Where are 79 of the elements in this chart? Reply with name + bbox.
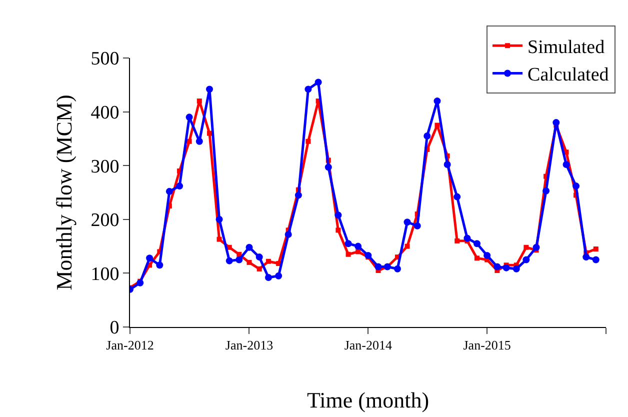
point [502,264,510,272]
point [542,187,550,194]
point [196,138,203,145]
point [264,274,272,281]
point [334,212,342,219]
y-tick-label: 0 [110,318,120,339]
point [284,230,292,238]
y-tick-label: 500 [90,48,120,70]
point [266,258,271,264]
point [256,254,263,261]
point [196,98,202,104]
point [306,138,311,144]
point [344,240,352,248]
x-tick-label: Jan-2013 [225,338,274,353]
point [346,252,351,257]
x-axis-title: Time (month) [306,388,430,412]
point [404,244,410,249]
point [156,262,164,269]
point [176,182,184,190]
point [454,238,460,244]
point [294,192,302,199]
point [494,263,501,270]
point [564,150,569,155]
point [454,193,461,200]
point [572,182,580,190]
point [562,161,570,168]
point [474,256,480,261]
point [592,256,600,264]
point [364,252,372,259]
point [354,242,362,250]
x-tick-label: Jan-2012 [106,338,154,353]
point [374,263,382,270]
point [246,244,253,251]
point [216,236,222,242]
point [524,244,529,250]
x-tick-label: Jan-2015 [463,338,511,353]
point [512,265,520,272]
point [336,228,341,233]
point [464,234,471,242]
point [186,138,192,144]
y-tick-label: 200 [90,210,120,232]
x-tick-label: Jan-2014 [344,338,392,353]
point [424,132,431,140]
point [484,252,491,259]
point [207,130,212,136]
y-axis-title: Monthly flow (MCM) [52,94,76,290]
point [444,161,451,168]
point [256,266,262,272]
point [522,256,530,264]
point [593,246,598,252]
point [136,279,144,286]
point [186,114,193,121]
y-tick-label: 300 [90,156,120,178]
point [552,119,560,126]
point [166,188,173,195]
point [414,222,421,230]
point [473,240,480,248]
point [304,86,312,93]
point [206,86,213,93]
point [216,216,223,223]
point [356,249,361,254]
point [404,218,411,226]
y-tick-label: 400 [90,102,120,124]
point [246,260,252,265]
point [146,254,154,262]
point [394,265,401,272]
point [226,257,233,264]
point [324,164,332,171]
point [434,122,440,128]
point [582,254,590,261]
point [236,256,243,264]
point [275,272,282,280]
legend-label: Simulated [528,36,606,58]
point [226,244,232,250]
legend-label: Calculated [528,64,610,86]
y-tick-label: 100 [90,264,120,285]
point [434,98,441,105]
point [314,78,322,86]
point [532,244,540,251]
